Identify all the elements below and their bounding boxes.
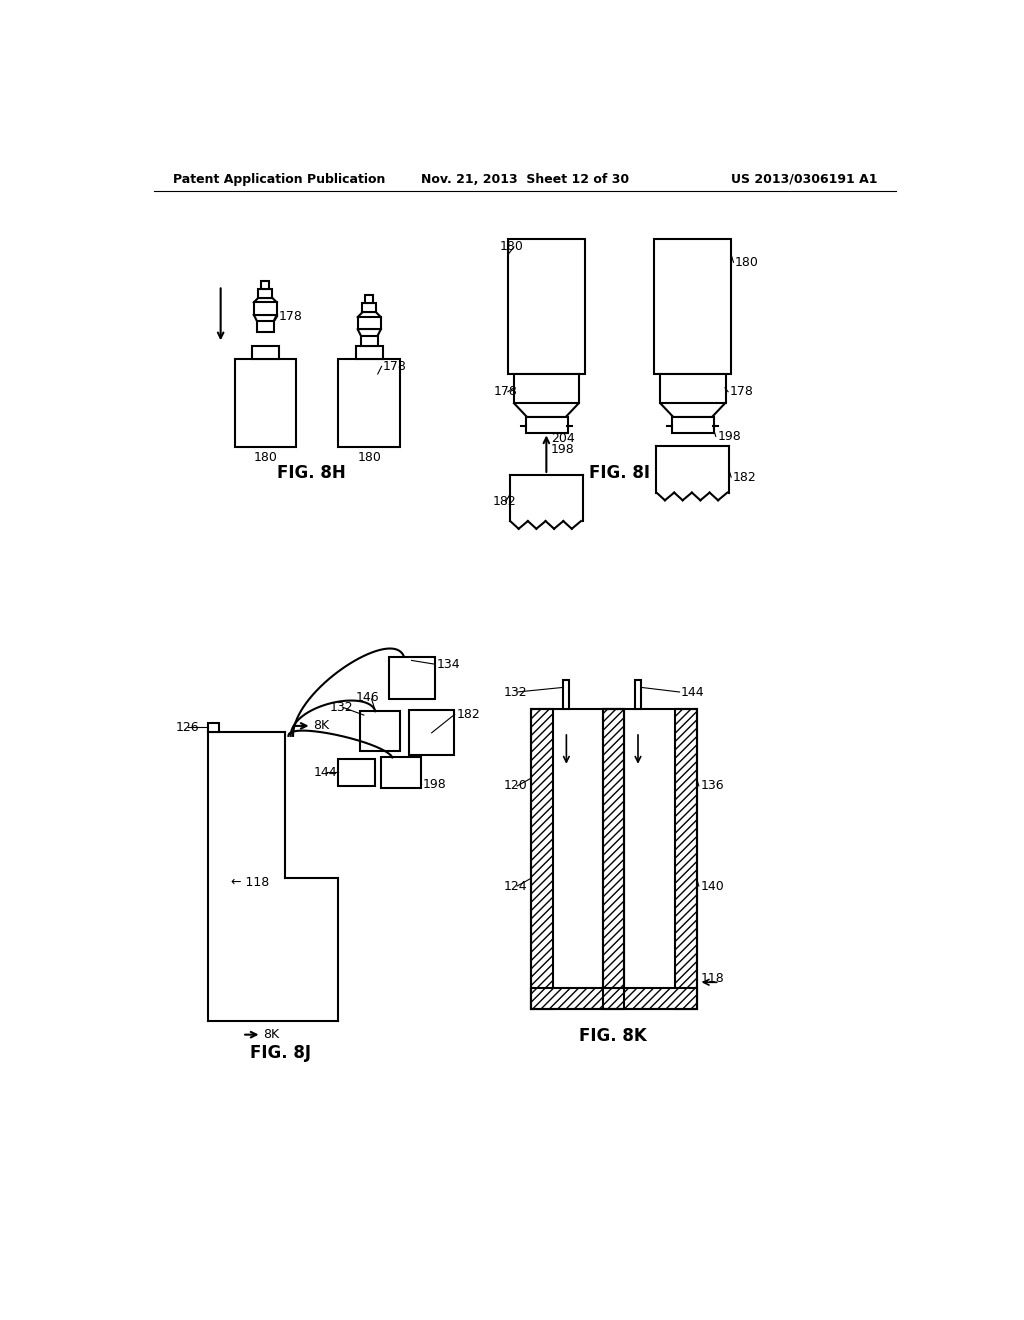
Bar bbox=[675, 709, 696, 1010]
Bar bbox=[208, 723, 219, 733]
Text: FIG. 8I: FIG. 8I bbox=[589, 463, 650, 482]
Text: 198: 198 bbox=[717, 430, 741, 444]
Bar bbox=[257, 321, 273, 331]
Bar bbox=[514, 374, 580, 404]
Text: Patent Application Publication: Patent Application Publication bbox=[173, 173, 385, 186]
Bar bbox=[531, 987, 696, 1010]
Bar bbox=[531, 709, 553, 1010]
Text: 180: 180 bbox=[254, 450, 278, 463]
Text: 180: 180 bbox=[500, 240, 524, 253]
Text: 146: 146 bbox=[356, 690, 380, 704]
Text: 132: 132 bbox=[330, 701, 353, 714]
Bar bbox=[339, 759, 376, 785]
Text: FIG. 8K: FIG. 8K bbox=[580, 1027, 647, 1045]
Text: 132: 132 bbox=[504, 685, 527, 698]
Text: 136: 136 bbox=[700, 779, 724, 792]
Text: FIG. 8J: FIG. 8J bbox=[250, 1044, 311, 1063]
Text: ← 118: ← 118 bbox=[230, 875, 269, 888]
Text: 178: 178 bbox=[730, 385, 754, 399]
Bar bbox=[410, 710, 454, 755]
Text: 178: 178 bbox=[280, 310, 303, 323]
Text: 178: 178 bbox=[494, 385, 518, 399]
Bar bbox=[360, 335, 378, 346]
Bar bbox=[525, 417, 568, 433]
Bar bbox=[360, 711, 400, 751]
Bar bbox=[381, 758, 421, 788]
Bar bbox=[602, 709, 625, 987]
Bar bbox=[563, 680, 569, 709]
Bar bbox=[357, 317, 381, 330]
Bar bbox=[508, 239, 585, 374]
Bar bbox=[654, 239, 731, 374]
Bar bbox=[339, 359, 400, 447]
Text: 8K: 8K bbox=[263, 1028, 280, 1041]
Text: 198: 198 bbox=[423, 777, 446, 791]
Text: 180: 180 bbox=[735, 256, 759, 269]
Text: 120: 120 bbox=[504, 779, 527, 792]
Text: 140: 140 bbox=[700, 879, 724, 892]
Text: 8K: 8K bbox=[313, 719, 329, 733]
Text: 134: 134 bbox=[437, 657, 461, 671]
Text: 182: 182 bbox=[493, 495, 516, 508]
Text: 180: 180 bbox=[357, 450, 382, 463]
Bar bbox=[258, 289, 272, 298]
Bar bbox=[660, 374, 726, 404]
Text: FIG. 8H: FIG. 8H bbox=[278, 463, 346, 482]
Bar bbox=[254, 302, 276, 314]
Bar bbox=[252, 346, 280, 359]
Text: 144: 144 bbox=[313, 766, 338, 779]
Bar bbox=[672, 417, 714, 433]
Bar bbox=[356, 346, 383, 359]
Text: 198: 198 bbox=[551, 444, 574, 455]
Text: 126: 126 bbox=[175, 721, 199, 734]
Bar bbox=[388, 656, 435, 700]
Text: US 2013/0306191 A1: US 2013/0306191 A1 bbox=[731, 173, 878, 186]
Text: 118: 118 bbox=[700, 972, 724, 985]
Text: 144: 144 bbox=[681, 685, 705, 698]
Bar bbox=[366, 296, 373, 304]
Bar bbox=[362, 304, 376, 313]
Text: 182: 182 bbox=[733, 471, 757, 483]
Bar bbox=[531, 709, 696, 1010]
Text: 182: 182 bbox=[457, 708, 480, 721]
Bar bbox=[635, 680, 641, 709]
Bar bbox=[261, 281, 269, 289]
Text: 178: 178 bbox=[383, 360, 407, 372]
Text: 204: 204 bbox=[551, 432, 574, 445]
Text: 124: 124 bbox=[504, 879, 527, 892]
Bar bbox=[234, 359, 296, 447]
Text: Nov. 21, 2013  Sheet 12 of 30: Nov. 21, 2013 Sheet 12 of 30 bbox=[421, 173, 629, 186]
Bar bbox=[602, 709, 625, 1010]
